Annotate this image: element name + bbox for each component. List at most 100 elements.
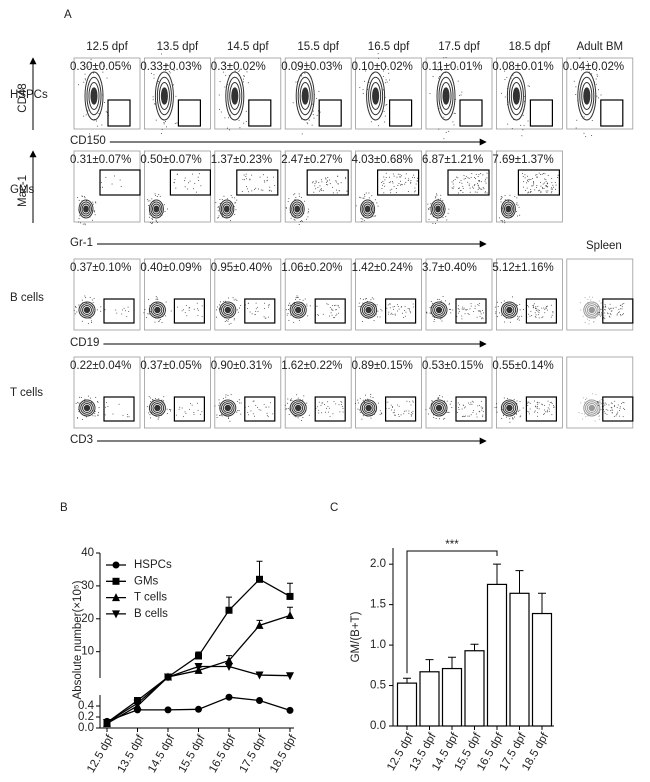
event-dot [84,78,86,80]
event-dot [543,182,545,184]
event-dot [501,207,503,209]
event-dot [93,314,95,316]
event-dot [224,320,226,322]
event-dot [266,176,268,178]
event-dot [413,174,415,176]
y-tick-label: 40 [81,547,94,559]
gate [517,169,561,196]
event-dot [484,192,486,194]
event-dot [184,180,186,182]
event-dot [505,317,507,319]
gate [244,396,276,422]
event-dot [504,195,506,197]
event-dot [534,307,536,309]
event-dot [126,416,128,418]
event-dot [76,417,78,419]
event-dot [312,114,314,116]
event-dot [617,404,619,406]
event-dot [243,174,245,176]
event-dot [482,318,484,320]
event-dot [431,402,433,404]
event-dot [432,304,434,306]
event-dot [255,311,257,313]
error-bar [470,643,479,651]
event-dot [468,177,470,179]
event-dot [316,97,318,99]
event-dot [303,200,305,202]
event-dot [440,194,442,196]
event-dot [247,302,249,304]
event-dot [80,397,82,399]
event-dot [599,314,601,316]
event-dot [385,104,387,106]
frequency-label: 4.03±0.68% [352,154,413,166]
density-contour [583,301,601,319]
event-dot [92,415,94,417]
event-dot [475,173,477,175]
event-dot [362,214,364,216]
event-dot [127,413,129,415]
event-dot [531,185,533,187]
event-dot [469,187,471,189]
event-dot [414,191,416,193]
event-dot [523,109,525,111]
event-dot [152,96,154,98]
gate [103,396,135,422]
event-dot [575,93,577,95]
event-dot [158,194,160,196]
event-dot [594,316,596,318]
event-dot [91,299,93,301]
density-contour [438,76,454,116]
event-dot [151,218,153,220]
event-dot [88,323,90,325]
significance-bracket [406,550,498,674]
event-dot [500,198,502,200]
density-contour [432,401,446,415]
event-dot [404,309,406,311]
event-dot [457,80,459,82]
event-dot [480,173,482,175]
event-dot [255,187,257,189]
flow-plot [143,356,211,429]
event-dot [394,414,396,416]
event-dot [395,187,397,189]
event-dot [543,414,545,416]
y-tick-label: 0.2 [78,711,94,723]
event-dot [516,215,518,217]
event-dot [294,200,296,202]
event-dot [104,65,106,67]
event-dot [472,410,474,412]
event-dot [364,394,366,396]
event-dot [95,202,97,204]
event-dot [383,176,385,178]
event-dot [621,403,623,405]
event-dot [389,189,391,191]
x-tick-label: 17.5 dpf [238,732,270,775]
event-dot [156,221,158,223]
y-tick-label: 0.5 [370,680,386,692]
event-dot [224,117,226,119]
event-dot [433,316,435,318]
event-dot [329,415,331,417]
event-dot [521,315,523,317]
event-dot [542,173,544,175]
event-dot [322,402,324,404]
event-dot [547,400,549,402]
event-dot [74,306,76,308]
event-dot [461,91,463,93]
event-dot [475,413,477,415]
event-dot [496,403,498,405]
flow-plot [355,258,423,331]
event-dot [409,310,411,312]
event-dot [518,206,520,208]
density-contour [219,399,237,417]
event-dot [359,398,361,400]
event-dot [148,216,150,218]
event-dot [367,400,369,402]
event-dot [599,402,601,404]
event-dot [435,196,437,198]
event-dot [247,308,249,310]
bar [509,592,530,727]
event-dot [162,315,164,317]
event-dot [439,395,441,397]
